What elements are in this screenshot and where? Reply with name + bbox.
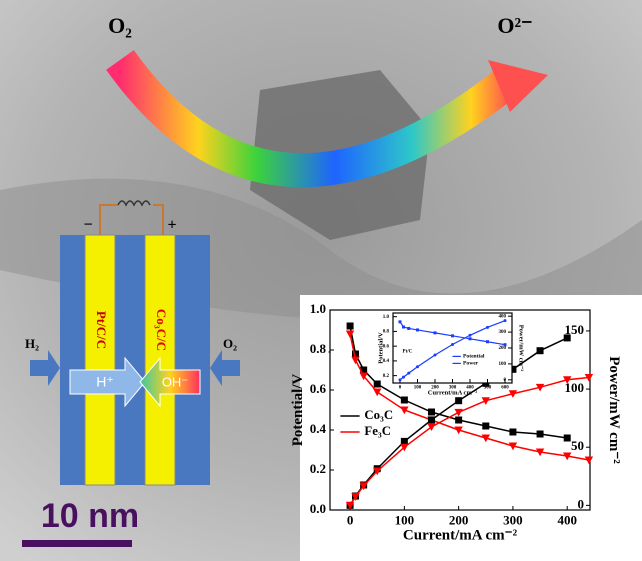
anode-label: Pt/C/C xyxy=(94,311,109,349)
h2-label: H₂ xyxy=(25,336,39,351)
x-tick-label: 300 xyxy=(503,513,523,528)
y-tick-label: 0.0 xyxy=(310,501,326,516)
marker xyxy=(416,365,419,368)
marker xyxy=(428,416,435,423)
x-tick-label: 0 xyxy=(347,513,354,528)
y-tick-label: 0.4 xyxy=(310,421,327,436)
annotation: Pt/C xyxy=(403,350,413,355)
y-tick-label: 0.2 xyxy=(310,461,326,476)
plus-terminal: + xyxy=(167,217,176,234)
o2-reduced-label: O²⁻ xyxy=(497,13,532,38)
marker xyxy=(482,423,489,430)
marker xyxy=(486,340,489,343)
x-tick-label: 400 xyxy=(557,513,577,528)
plot-frame xyxy=(393,313,512,383)
marker xyxy=(347,323,354,330)
minus-terminal: − xyxy=(83,217,92,234)
x-tick-label: 100 xyxy=(414,386,422,391)
marker xyxy=(504,319,507,322)
y-tick-label: 1.0 xyxy=(310,301,326,316)
proton-label: H⁺ xyxy=(96,374,114,390)
y2-tick-label: 400 xyxy=(499,314,507,319)
y-tick-label: 1.0 xyxy=(383,315,390,320)
page: O₂ O²⁻ − + Pt/C/C Co₃C/C H⁺ OH⁻ H₂ O₂ 10… xyxy=(0,0,642,561)
marker xyxy=(407,327,410,330)
marker xyxy=(455,417,462,424)
x-tick-label: 100 xyxy=(395,513,415,528)
x-tick-label: 200 xyxy=(449,513,469,528)
marker xyxy=(416,328,419,331)
marker xyxy=(451,343,454,346)
o2-label: O₂ xyxy=(108,13,132,38)
o2-side-label: O₂ xyxy=(223,336,237,351)
marker xyxy=(402,326,405,329)
marker xyxy=(399,320,402,323)
x-axis-label: Current/mA cm⁻² xyxy=(403,527,518,543)
cathode-label: Co₃C/C xyxy=(154,309,169,351)
scale-label: 10 nm xyxy=(41,497,139,535)
graphical-abstract: O₂ O²⁻ − + Pt/C/C Co₃C/C H⁺ OH⁻ H₂ O₂ 10… xyxy=(0,0,642,561)
scale-bar xyxy=(22,540,132,547)
marker xyxy=(399,378,402,381)
x-tick-label: 500 xyxy=(484,386,492,391)
marker xyxy=(469,337,472,340)
fuel-cell xyxy=(30,201,240,485)
hydroxide-label: OH⁻ xyxy=(162,374,188,389)
marker xyxy=(455,397,462,404)
marker xyxy=(402,376,405,379)
y-axis-label: Potential/V xyxy=(290,374,306,447)
marker xyxy=(486,326,489,329)
legend-label: Potential xyxy=(463,354,485,360)
y2-axis-label: Power/mW cm⁻² xyxy=(518,325,525,372)
legend-label: Power xyxy=(463,361,479,367)
y-tick-label: 0.8 xyxy=(310,341,327,356)
y2-tick-label: 200 xyxy=(499,346,507,351)
legend-label: Co₃C xyxy=(364,408,393,422)
marker xyxy=(564,435,571,442)
y-axis-label: Potential/V xyxy=(377,332,384,364)
marker xyxy=(509,429,516,436)
y-tick-label: 0.6 xyxy=(310,381,327,396)
y2-tick-label: 100 xyxy=(499,362,507,367)
marker xyxy=(537,431,544,438)
marker xyxy=(451,334,454,337)
marker xyxy=(537,347,544,354)
marker xyxy=(504,343,507,346)
y2-axis-label: Power/mW cm⁻² xyxy=(606,356,622,464)
marker xyxy=(434,354,437,357)
marker xyxy=(564,334,571,341)
x-tick-label: 600 xyxy=(501,386,509,391)
y2-tick-label: 0 xyxy=(578,496,585,511)
marker xyxy=(434,331,437,334)
marker xyxy=(407,372,410,375)
y2-tick-label: 300 xyxy=(499,330,507,335)
marker xyxy=(428,409,435,416)
y2-tick-label: 50 xyxy=(571,438,584,453)
legend-label: Fe₃C xyxy=(364,424,391,438)
y-tick-label: 0.2 xyxy=(383,374,390,379)
marker xyxy=(469,334,472,337)
marker xyxy=(401,397,408,404)
marker xyxy=(374,381,381,388)
x-axis-label: Current/mA cm⁻² xyxy=(428,389,478,396)
